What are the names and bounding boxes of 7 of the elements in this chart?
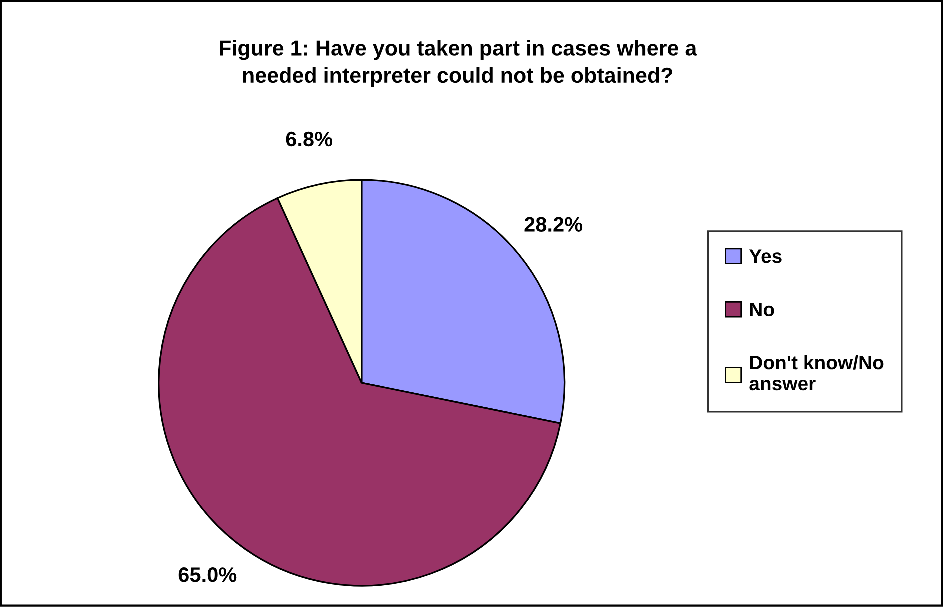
data-label: 28.2% [524,217,583,232]
data-label: 65.0% [178,568,237,582]
chart-title: Figure 1: Have you taken part in cases where a needed interpreter could not be obtained? [220,40,698,88]
data-label: 6.8% [286,132,333,147]
legend-label: Yes [749,250,782,264]
legend-label: No [750,302,774,317]
legend-label: Don't know/No answer [750,355,884,391]
